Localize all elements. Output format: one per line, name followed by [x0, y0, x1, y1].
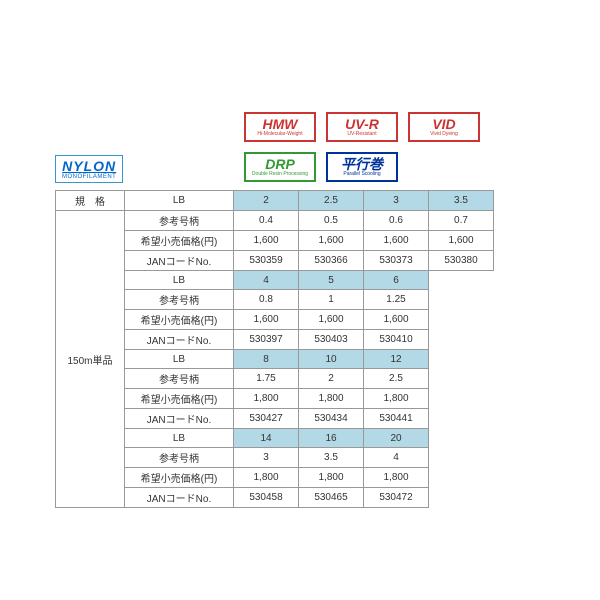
lbl-price-4: 希望小売価格(円)	[125, 468, 234, 488]
badge-sub: UV-Resistant	[347, 132, 376, 137]
lbl-sankou-2: 参考号柄	[125, 290, 234, 310]
g1-j-3: 530380	[429, 251, 494, 271]
g1-p-3: 1,600	[429, 231, 494, 251]
badge-title: DRP	[265, 157, 295, 171]
feature-badge: UV-RUV-Resistant	[326, 112, 398, 142]
badge-title: HMW	[263, 117, 298, 131]
feature-badge: 平行巻Parallel Scooling	[326, 152, 398, 182]
g3-s-1: 2	[299, 369, 364, 389]
feature-badge: DRPDouble Resin Processing	[244, 152, 316, 182]
lbl-sankou-4: 参考号柄	[125, 448, 234, 468]
hdr-spec: 規 格	[56, 191, 125, 211]
g3-lb-0: 8	[234, 350, 299, 369]
badge-title: UV-R	[345, 117, 379, 131]
feature-badge: HMWHi-Molecular-Weight	[244, 112, 316, 142]
badge-title: 平行巻	[341, 157, 383, 171]
g4-lb-1: 16	[299, 429, 364, 448]
nylon-badge: NYLON MONOFILAMENT	[55, 155, 123, 183]
g2-p-0: 1,600	[234, 310, 299, 330]
g3-s-2: 2.5	[364, 369, 429, 389]
g1-p-2: 1,600	[364, 231, 429, 251]
g3-j-1: 530434	[299, 409, 364, 429]
g3-p-2: 1,800	[364, 389, 429, 409]
g4-p-0: 1,800	[234, 468, 299, 488]
g1-lb-2: 3	[364, 191, 429, 211]
lbl-jan-2: JANコードNo.	[125, 330, 234, 350]
g2-j-2: 530410	[364, 330, 429, 350]
lbl-jan-4: JANコードNo.	[125, 488, 234, 508]
g3-j-2: 530441	[364, 409, 429, 429]
g4-j-2: 530472	[364, 488, 429, 508]
g2-s-2: 1.25	[364, 290, 429, 310]
g3-lb-1: 10	[299, 350, 364, 369]
g4-p-1: 1,800	[299, 468, 364, 488]
badge-sub: Double Resin Processing	[252, 172, 308, 177]
spec-table: 規 格 LB 2 2.5 3 3.5 150m単品 参考号柄 0.4 0.5 0…	[55, 190, 494, 508]
badge-title: VID	[432, 117, 455, 131]
g3-lb-2: 12	[364, 350, 429, 369]
g2-lb-0: 4	[234, 271, 299, 290]
lbl-price-3: 希望小売価格(円)	[125, 389, 234, 409]
badge-row-top: HMWHi-Molecular-Weight UV-RUV-Resistant VI…	[244, 112, 480, 142]
g4-p-2: 1,800	[364, 468, 429, 488]
g2-p-2: 1,600	[364, 310, 429, 330]
lbl-sankou-3: 参考号柄	[125, 369, 234, 389]
g2-j-0: 530397	[234, 330, 299, 350]
g3-j-0: 530427	[234, 409, 299, 429]
g2-j-1: 530403	[299, 330, 364, 350]
g1-s-2: 0.6	[364, 211, 429, 231]
g2-lb-1: 5	[299, 271, 364, 290]
nylon-sub: MONOFILAMENT	[62, 174, 116, 180]
lbl-price-1: 希望小売価格(円)	[125, 231, 234, 251]
g2-s-1: 1	[299, 290, 364, 310]
badge-sub: Hi-Molecular-Weight	[257, 132, 302, 137]
g1-p-0: 1,600	[234, 231, 299, 251]
hdr-lb-4: LB	[125, 429, 234, 448]
g1-lb-1: 2.5	[299, 191, 364, 211]
lbl-sankou-1: 参考号柄	[125, 211, 234, 231]
g4-j-0: 530458	[234, 488, 299, 508]
g3-s-0: 1.75	[234, 369, 299, 389]
nylon-title: NYLON	[62, 158, 116, 174]
g2-lb-2: 6	[364, 271, 429, 290]
badge-sub: Vivid Dyeing	[430, 132, 458, 137]
g3-p-0: 1,800	[234, 389, 299, 409]
g4-lb-2: 20	[364, 429, 429, 448]
g1-s-0: 0.4	[234, 211, 299, 231]
g4-s-2: 4	[364, 448, 429, 468]
g1-lb-0: 2	[234, 191, 299, 211]
hdr-lb-3: LB	[125, 350, 234, 369]
lbl-jan-1: JANコードNo.	[125, 251, 234, 271]
g1-s-3: 0.7	[429, 211, 494, 231]
g4-lb-0: 14	[234, 429, 299, 448]
g1-j-2: 530373	[364, 251, 429, 271]
hdr-lb-2: LB	[125, 271, 234, 290]
side-label: 150m単品	[56, 211, 125, 508]
g4-s-0: 3	[234, 448, 299, 468]
g1-s-1: 0.5	[299, 211, 364, 231]
g1-j-1: 530366	[299, 251, 364, 271]
badge-sub: Parallel Scooling	[343, 172, 380, 177]
g1-lb-3: 3.5	[429, 191, 494, 211]
g4-s-1: 3.5	[299, 448, 364, 468]
g2-s-0: 0.8	[234, 290, 299, 310]
badge-row-bottom: DRPDouble Resin Processing 平行巻Parallel Sc…	[244, 152, 398, 182]
g2-p-1: 1,600	[299, 310, 364, 330]
g1-p-1: 1,600	[299, 231, 364, 251]
g3-p-1: 1,800	[299, 389, 364, 409]
g1-j-0: 530359	[234, 251, 299, 271]
lbl-price-2: 希望小売価格(円)	[125, 310, 234, 330]
g4-j-1: 530465	[299, 488, 364, 508]
feature-badge: VIDVivid Dyeing	[408, 112, 480, 142]
lbl-jan-3: JANコードNo.	[125, 409, 234, 429]
hdr-lb-1: LB	[125, 191, 234, 211]
